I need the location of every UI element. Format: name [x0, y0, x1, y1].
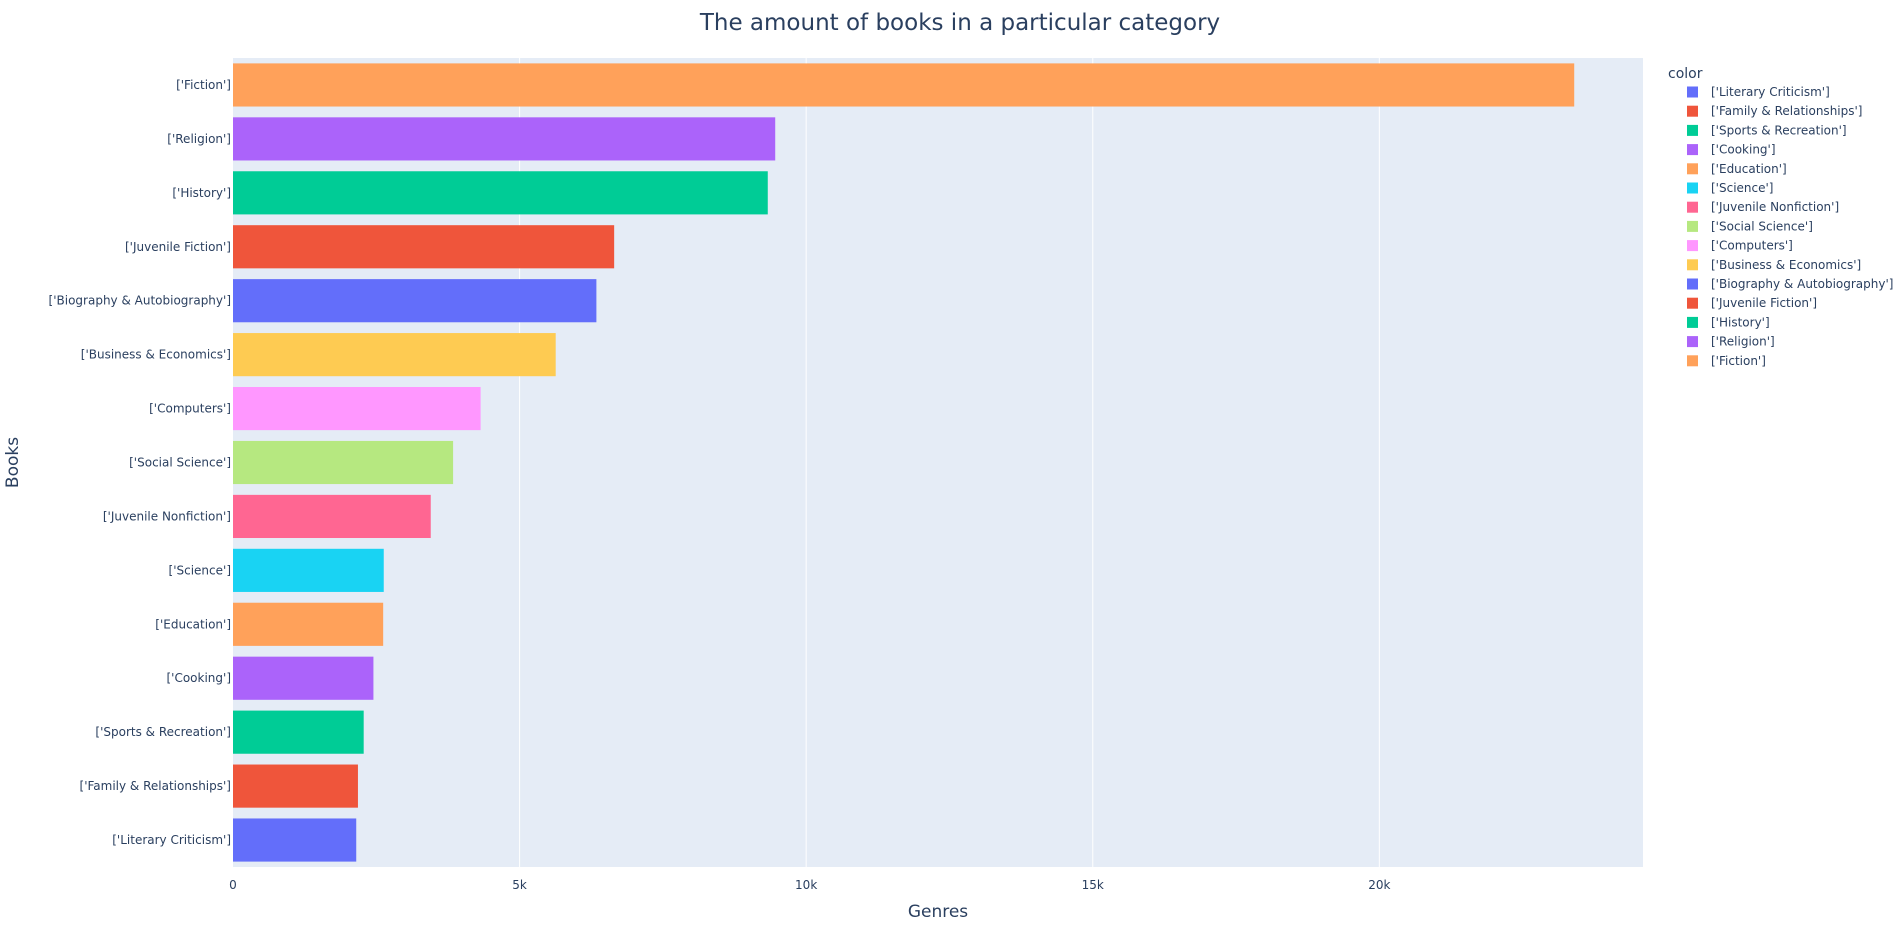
x-axis-title: Genres — [908, 902, 968, 922]
bar — [233, 548, 384, 592]
x-tick-label: 0 — [229, 878, 237, 892]
chart-title: The amount of books in a particular cate… — [699, 10, 1220, 36]
legend-label: ['Computers'] — [1711, 239, 1793, 253]
legend-label: ['Juvenile Fiction'] — [1711, 296, 1817, 310]
y-tick-label: ['Business & Economics'] — [81, 348, 231, 362]
bar — [233, 333, 556, 377]
bars — [233, 63, 1575, 862]
bar — [233, 171, 768, 215]
bar — [233, 386, 481, 431]
bar — [233, 440, 454, 485]
bar — [233, 602, 384, 646]
x-tick-label: 10k — [795, 878, 817, 892]
legend-swatch — [1687, 278, 1698, 290]
bar — [233, 764, 358, 808]
y-tick-label: ['Fiction'] — [176, 78, 231, 92]
y-axis-ticks: ['Literary Criticism'] ['Family & Relatio… — [49, 78, 231, 847]
legend-swatch — [1687, 259, 1698, 271]
y-tick-label: ['Biography & Autobiography'] — [49, 294, 231, 308]
bar — [233, 279, 597, 323]
legend-swatch — [1687, 220, 1698, 232]
legend-label: ['Education'] — [1711, 162, 1787, 176]
legend-label: ['Family & Relationships'] — [1711, 104, 1862, 118]
legend-label: ['Science'] — [1711, 181, 1773, 195]
y-tick-label: ['Computers'] — [149, 402, 231, 416]
y-tick-label: ['Religion'] — [167, 132, 231, 146]
legend-items: ['Literary Criticism'] ['Family & Relatio… — [1687, 85, 1893, 368]
legend: color ['Literary Criticism'] ['Family & R… — [1668, 66, 1893, 368]
legend-label: ['Literary Criticism'] — [1711, 85, 1830, 99]
bar — [233, 818, 357, 862]
legend-title: color — [1668, 66, 1703, 82]
legend-label: ['History'] — [1711, 315, 1770, 329]
x-tick-label: 5k — [512, 878, 527, 892]
bar — [233, 656, 374, 700]
y-tick-label: ['Sports & Recreation'] — [95, 725, 231, 739]
bar — [233, 63, 1575, 107]
y-axis-title: Books — [3, 437, 23, 488]
y-tick-label: ['Literary Criticism'] — [112, 833, 231, 847]
bar — [233, 117, 776, 161]
y-tick-label: ['Juvenile Nonfiction'] — [103, 509, 231, 523]
bar — [233, 494, 431, 539]
legend-label: ['Fiction'] — [1711, 354, 1766, 368]
legend-swatch — [1687, 144, 1698, 156]
legend-swatch — [1687, 316, 1698, 328]
legend-swatch — [1687, 182, 1698, 194]
legend-swatch — [1687, 105, 1698, 117]
y-tick-label: ['Cooking'] — [166, 671, 231, 685]
y-tick-label: ['Social Science'] — [129, 456, 231, 470]
legend-swatch — [1687, 86, 1698, 98]
y-tick-label: ['Juvenile Fiction'] — [125, 240, 231, 254]
legend-label: ['Cooking'] — [1711, 143, 1776, 157]
x-tick-label: 15k — [1082, 878, 1104, 892]
legend-label: ['Juvenile Nonfiction'] — [1711, 200, 1839, 214]
legend-label: ['Biography & Autobiography'] — [1711, 277, 1893, 291]
legend-swatch — [1687, 240, 1698, 252]
legend-label: ['Sports & Recreation'] — [1711, 123, 1847, 137]
legend-label: ['Social Science'] — [1711, 219, 1813, 233]
x-axis-ticks: 0 5k 10k 15k 20k — [229, 878, 1390, 892]
legend-swatch — [1687, 355, 1698, 367]
legend-swatch — [1687, 297, 1698, 309]
x-tick-label: 20k — [1368, 878, 1390, 892]
legend-swatch — [1687, 124, 1698, 136]
legend-swatch — [1687, 163, 1698, 175]
y-tick-label: ['Family & Relationships'] — [80, 779, 231, 793]
legend-swatch — [1687, 201, 1698, 213]
legend-swatch — [1687, 336, 1698, 348]
y-tick-label: ['Science'] — [169, 563, 231, 577]
legend-label: ['Religion'] — [1711, 335, 1775, 349]
y-tick-label: ['History'] — [172, 186, 231, 200]
bar — [233, 710, 364, 754]
y-tick-label: ['Education'] — [155, 617, 231, 631]
legend-label: ['Business & Economics'] — [1711, 258, 1861, 272]
bar — [233, 225, 615, 269]
